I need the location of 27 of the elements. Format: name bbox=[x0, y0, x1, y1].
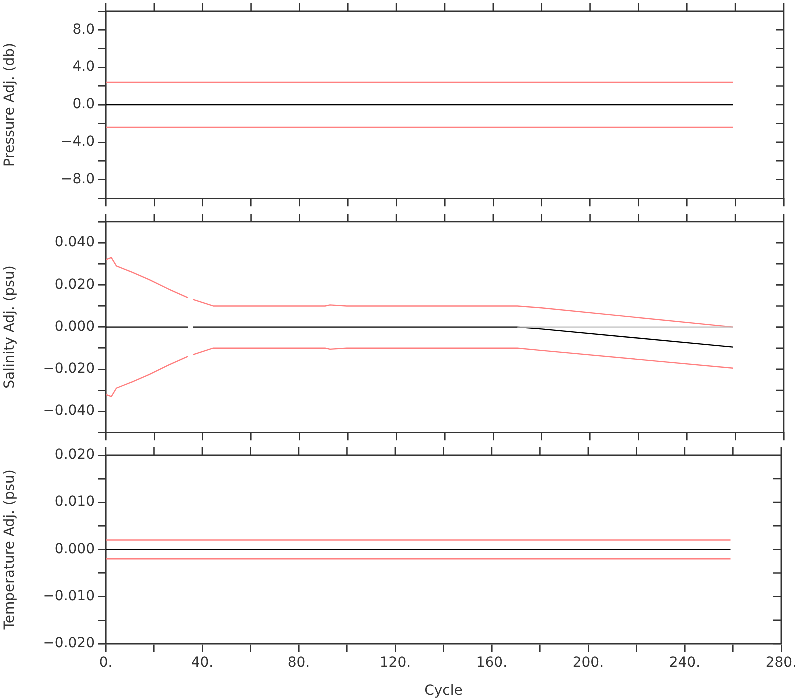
x-tick-label: 40. bbox=[191, 655, 214, 672]
y-axis-title: Temperature Adj. (psu) bbox=[2, 470, 18, 631]
y-tick-label: 4.0 bbox=[72, 59, 95, 76]
x-tick-label: 160. bbox=[476, 655, 508, 672]
y-tick-label: 0.020 bbox=[54, 447, 95, 464]
x-axis-title: Cycle bbox=[424, 683, 463, 700]
y-tick-label: −4.0 bbox=[61, 134, 95, 150]
x-tick-label: 80. bbox=[288, 655, 310, 672]
y-tick-label: −0.020 bbox=[43, 636, 95, 652]
y-tick-label: −0.010 bbox=[43, 588, 95, 604]
x-tick-label: 120. bbox=[380, 655, 412, 672]
y-axis-title: Pressure Adj. (db) bbox=[2, 43, 18, 167]
x-tick-label: 0. bbox=[99, 655, 113, 672]
y-axis-title: Salinity Adj. (psu) bbox=[2, 266, 18, 389]
y-tick-label: −8.0 bbox=[61, 172, 95, 188]
x-tick-label: 280. bbox=[766, 655, 797, 672]
y-tick-label: 0.000 bbox=[54, 541, 95, 558]
y-tick-label: −0.040 bbox=[43, 403, 95, 420]
y-tick-label: 0.0 bbox=[72, 96, 95, 113]
y-tick-label: 0.020 bbox=[54, 276, 95, 293]
y-tick-label: −0.020 bbox=[43, 361, 95, 378]
x-tick-label: 240. bbox=[669, 655, 701, 672]
y-tick-label: 0.000 bbox=[54, 318, 95, 335]
x-tick-label: 200. bbox=[572, 655, 604, 672]
y-tick-label: 0.040 bbox=[54, 234, 95, 251]
y-tick-label: 0.010 bbox=[54, 494, 95, 510]
y-tick-label: 8.0 bbox=[72, 22, 95, 38]
